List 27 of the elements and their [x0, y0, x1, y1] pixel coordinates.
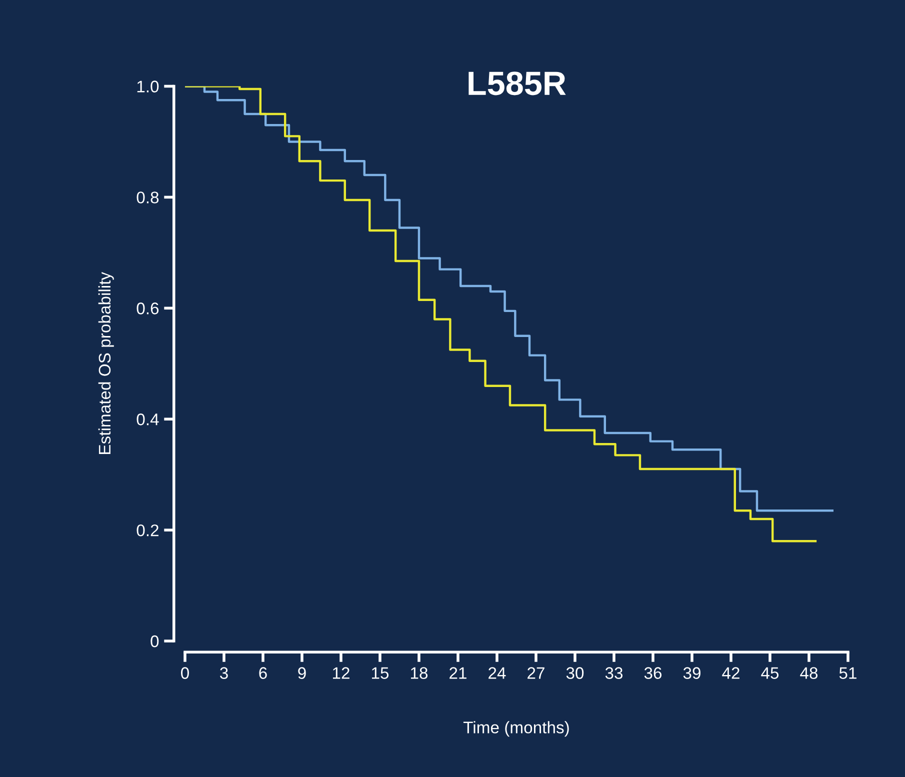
x-tick-label: 12	[332, 667, 350, 679]
y-tick-label: 1.0	[137, 80, 159, 92]
x-tick-label: 6	[259, 667, 267, 679]
x-tick-label: 42	[722, 667, 740, 679]
y-axis-title: Estimated OS probability	[98, 272, 114, 454]
y-tick-label: 0.8	[136, 192, 159, 204]
y-tick-label: 0.4	[136, 414, 159, 426]
x-tick-label: 24	[488, 667, 506, 679]
x-tick-label: 45	[761, 667, 779, 679]
x-tick-label: 0	[181, 667, 189, 679]
x-axis-title: Time (months)	[463, 721, 569, 737]
x-tick-label: 15	[372, 667, 389, 679]
x-tick-label: 21	[450, 667, 466, 679]
x-tick-label: 18	[410, 667, 428, 679]
x-tick-label: 9	[298, 667, 306, 679]
x-tick-label: 27	[528, 667, 544, 679]
x-tick-label: 36	[644, 667, 662, 679]
x-tick-label: 51	[839, 667, 856, 679]
x-tick-label: 39	[683, 667, 700, 679]
x-tick-label: 30	[566, 667, 584, 679]
chart-title: L585R	[468, 72, 566, 96]
x-tick-label: 3	[220, 667, 228, 679]
y-tick-label: 0.6	[136, 302, 159, 314]
y-tick-label: 0.2	[136, 524, 158, 536]
x-tick-label: 33	[605, 667, 623, 679]
y-tick-label: 0	[150, 635, 159, 648]
x-tick-label: 48	[800, 667, 818, 679]
